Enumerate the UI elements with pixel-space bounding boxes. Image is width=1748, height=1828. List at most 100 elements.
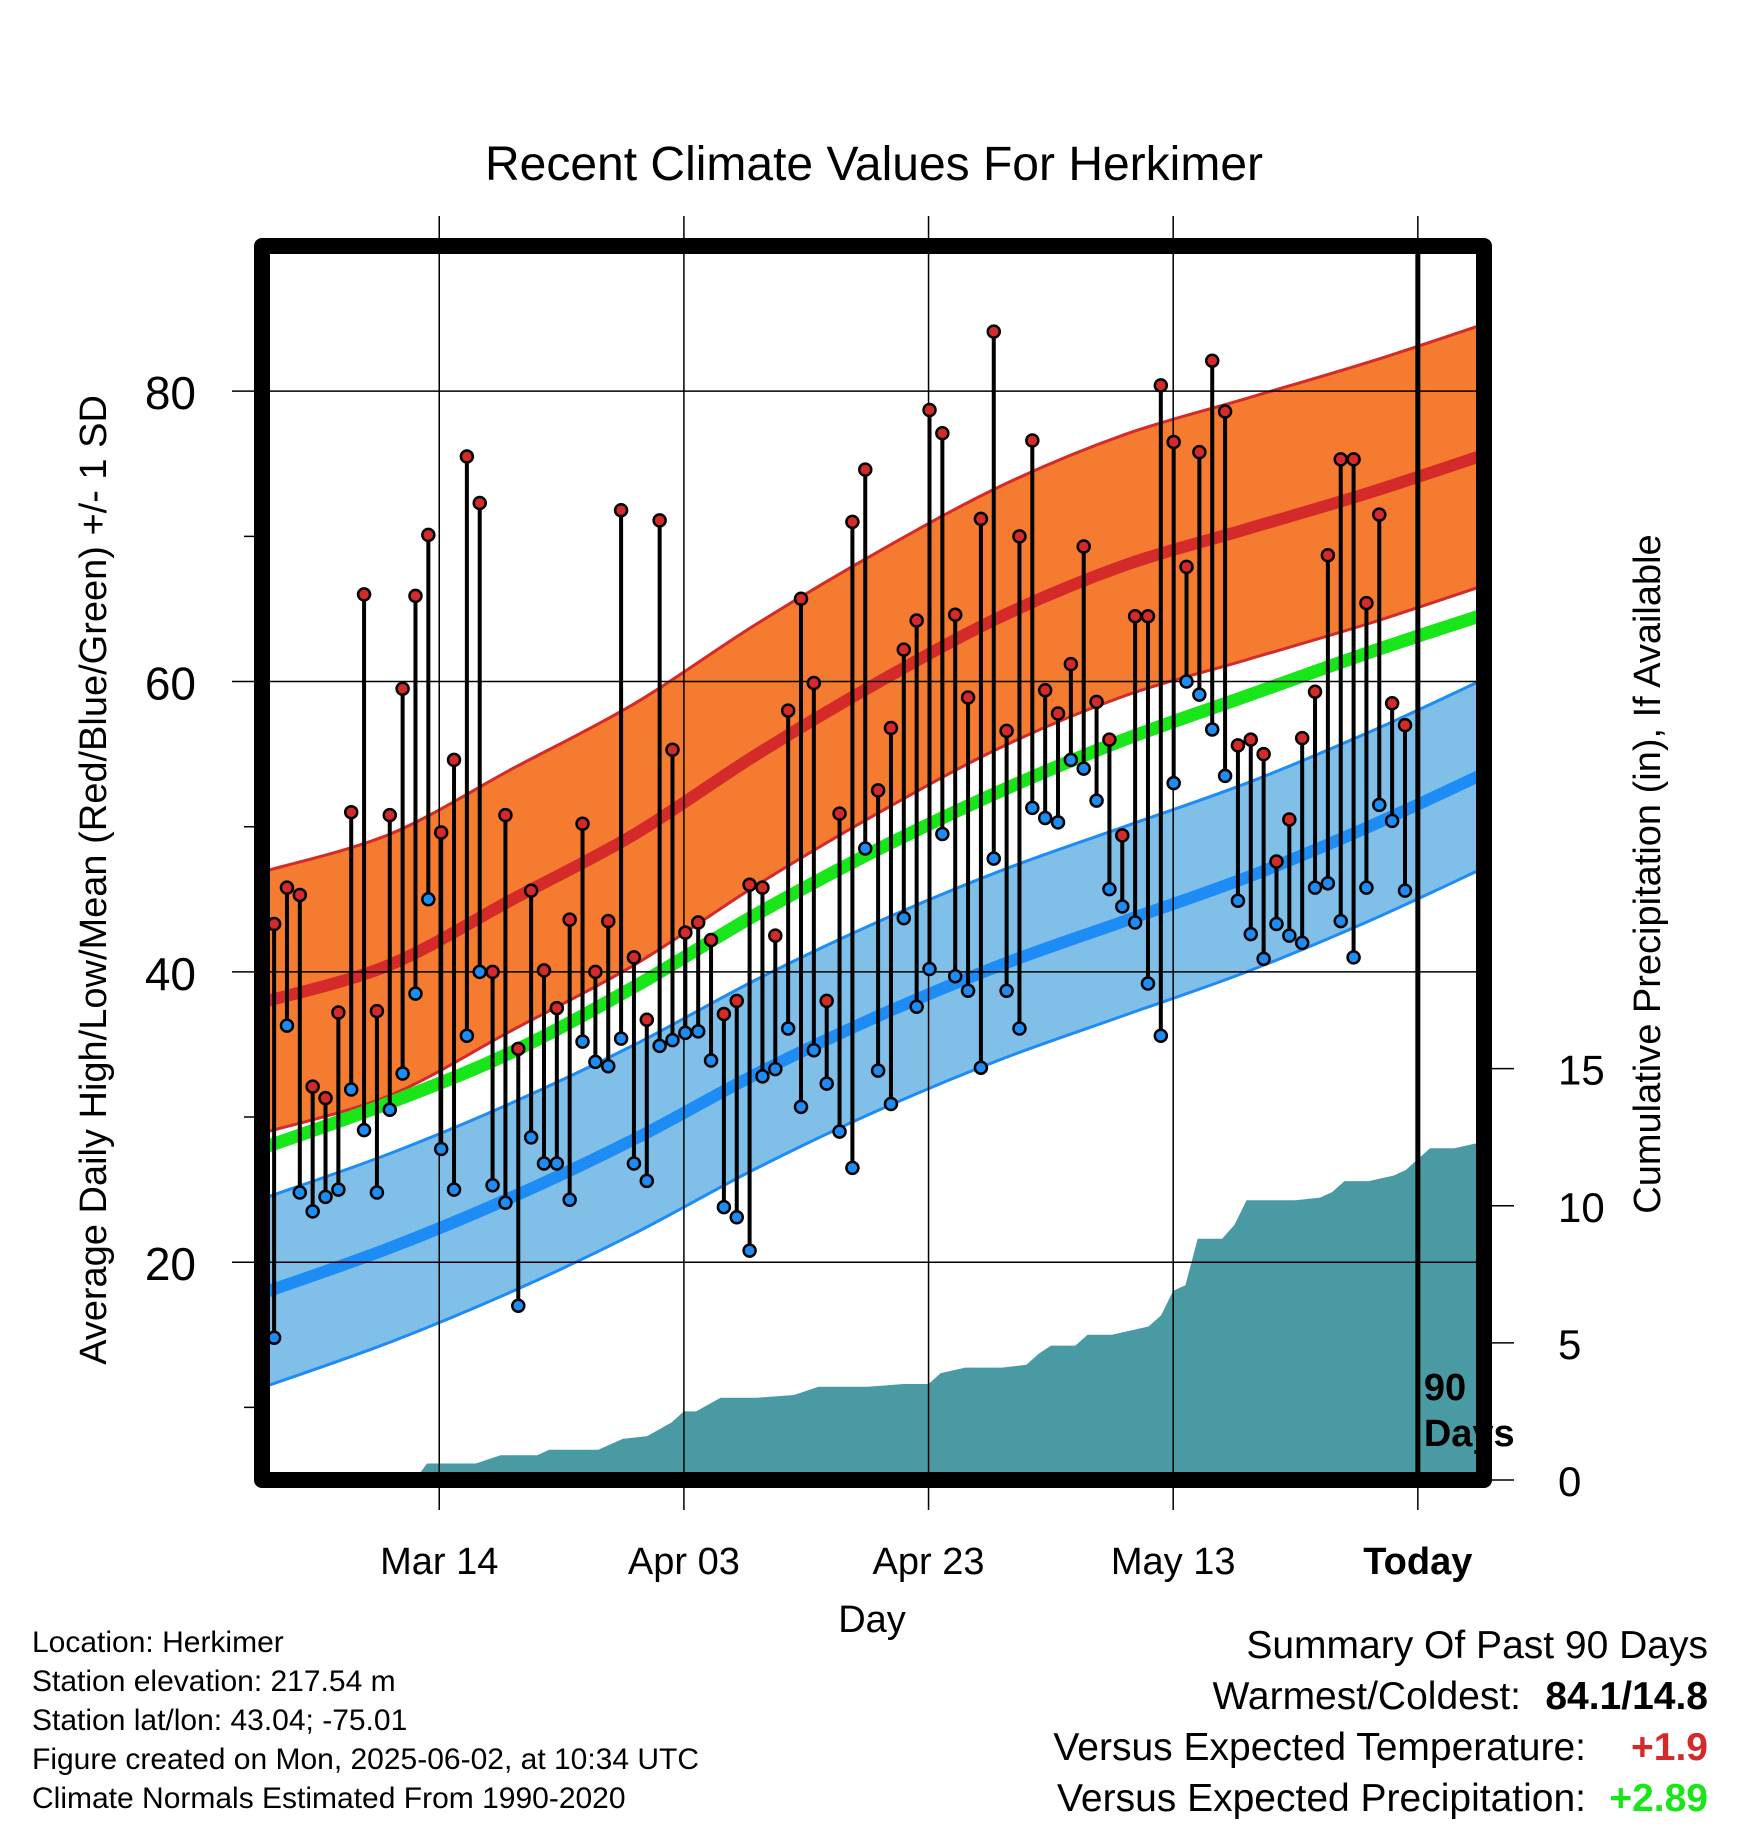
high-point	[870, 783, 886, 798]
high-point	[909, 613, 924, 628]
low-point	[292, 1185, 308, 1200]
low-point	[318, 1189, 333, 1205]
low-point	[1397, 883, 1413, 898]
low-point	[729, 1209, 744, 1225]
high-point	[1282, 812, 1297, 827]
low-point	[1384, 813, 1400, 829]
high-normal-band-upper-edge	[267, 324, 1480, 872]
high-point	[1217, 404, 1233, 419]
low-point	[1217, 768, 1233, 784]
high-point	[1320, 547, 1336, 563]
low-point	[780, 1021, 796, 1036]
summary-panel: Summary Of Past 90 Days Warmest/Coldest:…	[1053, 1620, 1708, 1824]
low-point	[1115, 899, 1130, 914]
low-point	[536, 1156, 552, 1171]
high-point	[1050, 706, 1066, 721]
high-point	[305, 1079, 320, 1094]
low-point	[806, 1043, 822, 1058]
high-point	[1359, 595, 1374, 611]
high-point	[780, 703, 796, 718]
high-point	[318, 1090, 333, 1106]
low-point	[1127, 915, 1143, 930]
high-point	[1025, 433, 1040, 448]
high-point	[858, 462, 873, 477]
low-point	[1346, 950, 1361, 965]
high-point	[935, 426, 950, 441]
precip-value: +2.89	[1609, 1777, 1708, 1820]
high-point	[1127, 608, 1143, 624]
high-point	[1243, 732, 1259, 747]
low-point	[1076, 761, 1091, 776]
low-point	[768, 1061, 783, 1077]
low-point	[845, 1160, 860, 1176]
low-point	[1333, 913, 1348, 929]
high-point	[369, 1003, 385, 1019]
low-point	[1153, 1028, 1169, 1044]
high-point	[678, 925, 693, 940]
high-point	[1397, 717, 1413, 733]
y2-tick-label: 5	[1558, 1321, 1581, 1368]
high-point	[806, 675, 822, 691]
low-point	[858, 841, 873, 856]
low-point	[652, 1038, 667, 1054]
high-point	[549, 1000, 565, 1016]
high-point	[343, 804, 359, 820]
high-point	[1102, 732, 1117, 747]
created-text: Figure created on Mon, 2025-06-02, at 10…	[32, 1743, 700, 1776]
high-point	[1076, 539, 1091, 554]
high-point	[896, 642, 912, 657]
low-point	[922, 961, 937, 977]
high-point	[1089, 694, 1104, 710]
low-point	[678, 1025, 693, 1041]
low-point	[935, 826, 950, 842]
high-point	[832, 806, 847, 821]
high-point	[793, 591, 809, 607]
low-point	[1372, 797, 1387, 813]
low-point	[331, 1182, 346, 1197]
high-point	[600, 913, 616, 929]
low-point	[1089, 793, 1104, 808]
low-point	[343, 1082, 359, 1097]
y-tick-label: 40	[145, 948, 196, 1000]
high-point	[421, 527, 436, 543]
high-point	[1012, 529, 1027, 544]
today-label-number: 90	[1424, 1367, 1466, 1409]
high-point	[703, 932, 719, 948]
high-point	[1346, 452, 1361, 467]
low-point	[1359, 880, 1374, 895]
low-point	[665, 1032, 680, 1048]
low-point	[947, 968, 963, 984]
temp-row: Versus Expected Temperature: +1.9	[1053, 1722, 1708, 1773]
high-point	[1333, 452, 1348, 467]
warm-cold-value: 84.1/14.8	[1545, 1675, 1708, 1718]
warm-cold-label: Warmest/Coldest:	[1212, 1675, 1521, 1718]
high-point	[729, 993, 744, 1009]
high-point	[1037, 682, 1053, 698]
high-point	[408, 588, 423, 604]
y2-tick-label: 15	[1558, 1047, 1605, 1094]
y-axis-label: Average Daily High/Low/Mean (Red/Blue/Gr…	[73, 395, 115, 1365]
today-label-days: Days	[1424, 1413, 1515, 1455]
precipitation-area	[414, 1142, 1484, 1480]
high-point	[575, 816, 590, 832]
high-point	[1269, 854, 1284, 869]
y2-axis-label: Cumulative Precipitation (in), If Availa…	[1627, 534, 1669, 1213]
chart-title: Recent Climate Values For Herkimer	[485, 138, 1263, 191]
low-point	[819, 1076, 834, 1091]
elevation-text: Station elevation: 217.54 m	[32, 1665, 396, 1698]
low-point	[1243, 926, 1259, 942]
x-tick-label: Apr 03	[628, 1541, 740, 1583]
high-point	[1256, 746, 1271, 762]
high-point	[588, 964, 603, 980]
low-point	[832, 1124, 847, 1139]
x-tick-label: Mar 14	[380, 1541, 498, 1583]
high-point	[947, 607, 963, 622]
high-point	[511, 1041, 526, 1057]
low-point	[369, 1185, 385, 1200]
high-point	[523, 883, 539, 898]
high-point	[613, 502, 629, 518]
high-point	[986, 324, 1002, 339]
y2-tick-label: 0	[1558, 1458, 1581, 1505]
